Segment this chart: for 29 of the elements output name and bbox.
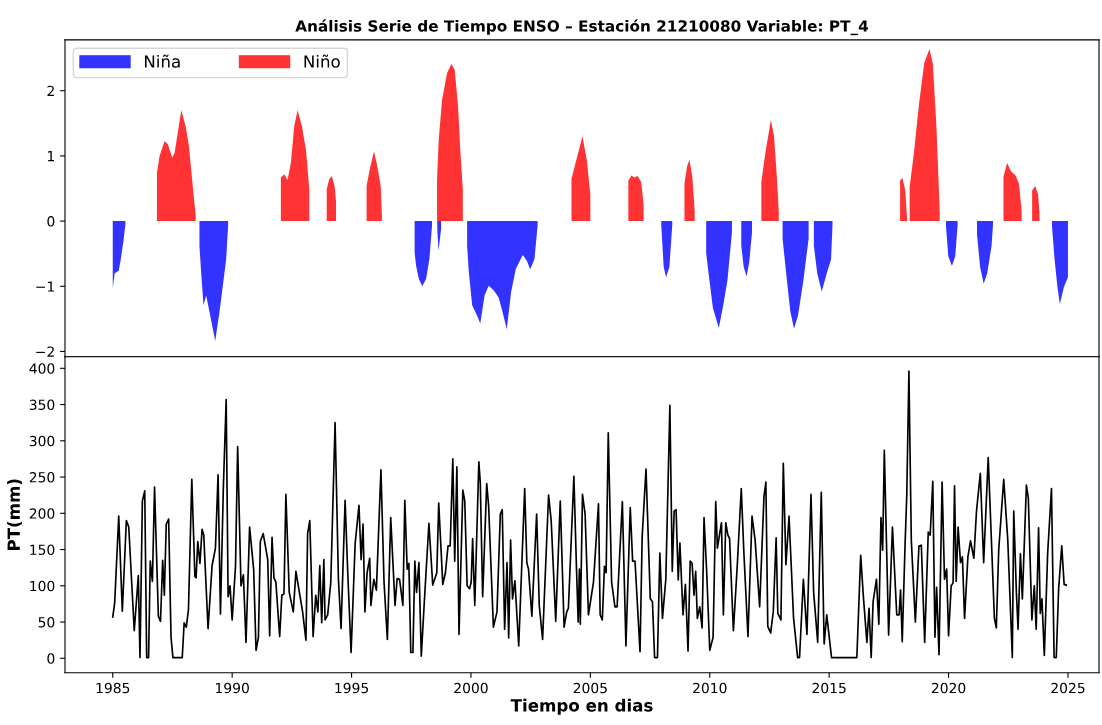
x-axis-title: Tiempo en dias [510, 698, 653, 715]
y-tick-label: 0 [47, 216, 55, 227]
x-tick-label: 1985 [96, 682, 130, 694]
y-axis-title: PT(mm) [7, 479, 22, 550]
y-tick-label: −2 [36, 346, 54, 357]
y-tick-label: 150 [30, 544, 55, 556]
y-tick-label: 100 [30, 580, 55, 592]
y-tick-label: 350 [29, 399, 55, 411]
y-tick-label: 250 [29, 472, 55, 483]
x-tick-label: 2015 [812, 682, 846, 694]
y-tick-label: 2 [47, 85, 54, 96]
x-tick-label: 2000 [454, 682, 488, 694]
y-tick-label: 50 [38, 617, 55, 628]
x-tick-label: 1995 [335, 682, 369, 694]
line-series [111, 370, 1068, 659]
y-tick-label: 200 [29, 508, 55, 519]
y-tick-label: 300 [29, 435, 55, 447]
legend-label: Niño [304, 54, 340, 68]
x-tick-label: 2025 [1051, 682, 1085, 694]
legend-label: Niña [144, 54, 180, 68]
x-tick-label: 2010 [693, 682, 727, 694]
x-tick-label: 1990 [216, 682, 249, 694]
y-tick-label: −1 [36, 281, 54, 292]
y-tick-label: 1 [47, 151, 54, 162]
x-tick-label: 2005 [573, 682, 607, 694]
chart-title: Análisis Serie de Tiempo ENSO – Estación 21210080 Variable: PT_4 [295, 19, 869, 36]
y-tick-label: 400 [29, 363, 55, 374]
y-tick-label: 0 [47, 653, 55, 664]
x-tick-label: 2020 [931, 682, 966, 694]
